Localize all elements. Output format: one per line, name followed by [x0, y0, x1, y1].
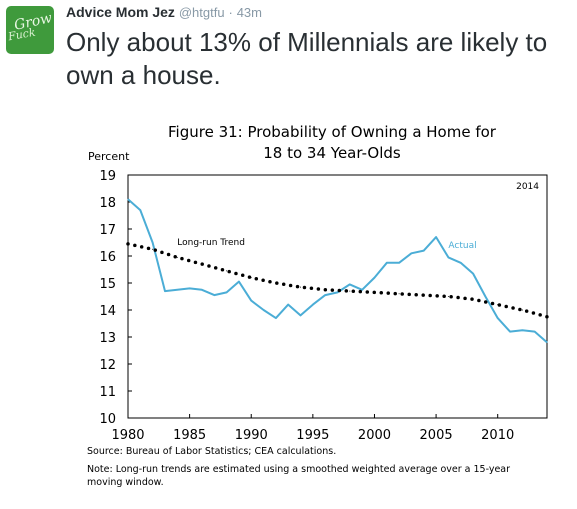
data-point: [189, 287, 191, 289]
data-point: [275, 282, 277, 284]
data-point: [546, 341, 548, 343]
x-tick-label: 1980: [111, 428, 144, 443]
data-point: [460, 262, 462, 264]
y-tick-label: 11: [99, 385, 116, 400]
data-point: [287, 304, 289, 306]
data-point: [201, 263, 203, 265]
y-tick-label: 16: [99, 250, 116, 265]
chart-image: Figure 31: Probability of Owning a Home …: [88, 123, 549, 443]
y-tick-label: 10: [99, 412, 116, 427]
data-point: [152, 242, 154, 243]
chart-note: moving window.: [87, 477, 164, 488]
plot-area: [127, 174, 548, 419]
data-point: [423, 250, 425, 252]
chart-note: Note: Long-run trends are estimated usin…: [87, 464, 511, 475]
x-tick-label: 2000: [358, 428, 391, 443]
data-point: [386, 262, 388, 264]
y-tick-label: 15: [99, 277, 116, 292]
data-point: [176, 289, 178, 291]
timestamp[interactable]: 43m: [236, 5, 262, 20]
data-point: [263, 309, 265, 311]
author-handle[interactable]: @htgtfu: [178, 5, 225, 20]
separator: ·: [228, 5, 233, 20]
y-tick-label: 19: [99, 169, 116, 184]
data-point: [349, 290, 351, 292]
data-point: [521, 329, 523, 331]
tweet-text: Only about 13% of Millennials are likely…: [66, 27, 548, 90]
data-point: [324, 294, 326, 296]
data-point: [201, 289, 203, 291]
data-point: [484, 296, 486, 297]
x-tick-label: 2005: [420, 428, 453, 443]
data-point: [300, 286, 301, 288]
data-point: [398, 262, 400, 264]
series-label-actual: Actual: [448, 241, 476, 251]
data-point: [226, 270, 228, 272]
data-point: [521, 309, 523, 311]
data-point: [250, 300, 252, 302]
data-point: [410, 252, 412, 254]
author-name[interactable]: Advice Mom Jez: [66, 4, 175, 20]
data-point: [497, 317, 499, 319]
data-point: [423, 294, 425, 296]
data-point: [534, 331, 536, 333]
y-axis-label: Percent: [88, 150, 130, 163]
data-point: [238, 281, 240, 283]
tweet-header: Advice Mom Jez @htgtfu · 43m: [66, 4, 262, 20]
data-point: [398, 293, 400, 295]
data-point: [213, 294, 215, 296]
x-tick-label: 1995: [296, 428, 329, 443]
data-point: [275, 317, 277, 319]
data-point: [250, 277, 252, 279]
data-point: [447, 256, 449, 258]
y-tick-label: 14: [99, 304, 116, 319]
y-tick-label: 18: [99, 196, 116, 211]
data-point: [226, 291, 228, 293]
data-point: [164, 290, 166, 292]
data-point: [374, 291, 375, 293]
chart-title: Figure 31: Probability of Owning a Home …: [168, 123, 497, 141]
data-point: [324, 289, 326, 291]
avatar[interactable]: Grow Fuck: [6, 6, 54, 54]
data-point: [472, 298, 474, 300]
data-point: [176, 256, 178, 258]
data-point: [472, 273, 474, 275]
trend-series-line: [126, 242, 549, 319]
avatar-text: Fuck: [7, 25, 37, 44]
data-point: [312, 304, 314, 306]
data-point: [300, 314, 301, 316]
data-point: [497, 304, 499, 306]
series-label-trend: Long-run Trend: [177, 238, 245, 248]
data-point: [349, 283, 351, 285]
data-point: [127, 198, 129, 200]
data-point: [127, 243, 129, 245]
x-tick-label: 1990: [235, 428, 268, 443]
x-tick-label: 1985: [173, 428, 206, 443]
data-point: [361, 289, 363, 291]
data-point: [546, 316, 548, 318]
chart-source: Source: Bureau of Labor Statistics; CEA …: [87, 446, 337, 457]
actual-series-line: [127, 198, 548, 344]
data-point: [435, 236, 437, 238]
data-point: [152, 248, 154, 250]
data-point: [447, 296, 449, 297]
y-tick-label: 13: [99, 331, 116, 346]
chart-annotation: 2014: [516, 182, 539, 192]
data-point: [139, 209, 141, 211]
y-tick-label: 17: [99, 223, 116, 238]
chart-title: 18 to 34 Year-Olds: [263, 144, 401, 162]
data-point: [374, 277, 375, 279]
y-tick-label: 12: [99, 358, 116, 373]
data-point: [509, 331, 511, 333]
data-point: [337, 291, 338, 293]
x-tick-label: 2010: [481, 428, 514, 443]
